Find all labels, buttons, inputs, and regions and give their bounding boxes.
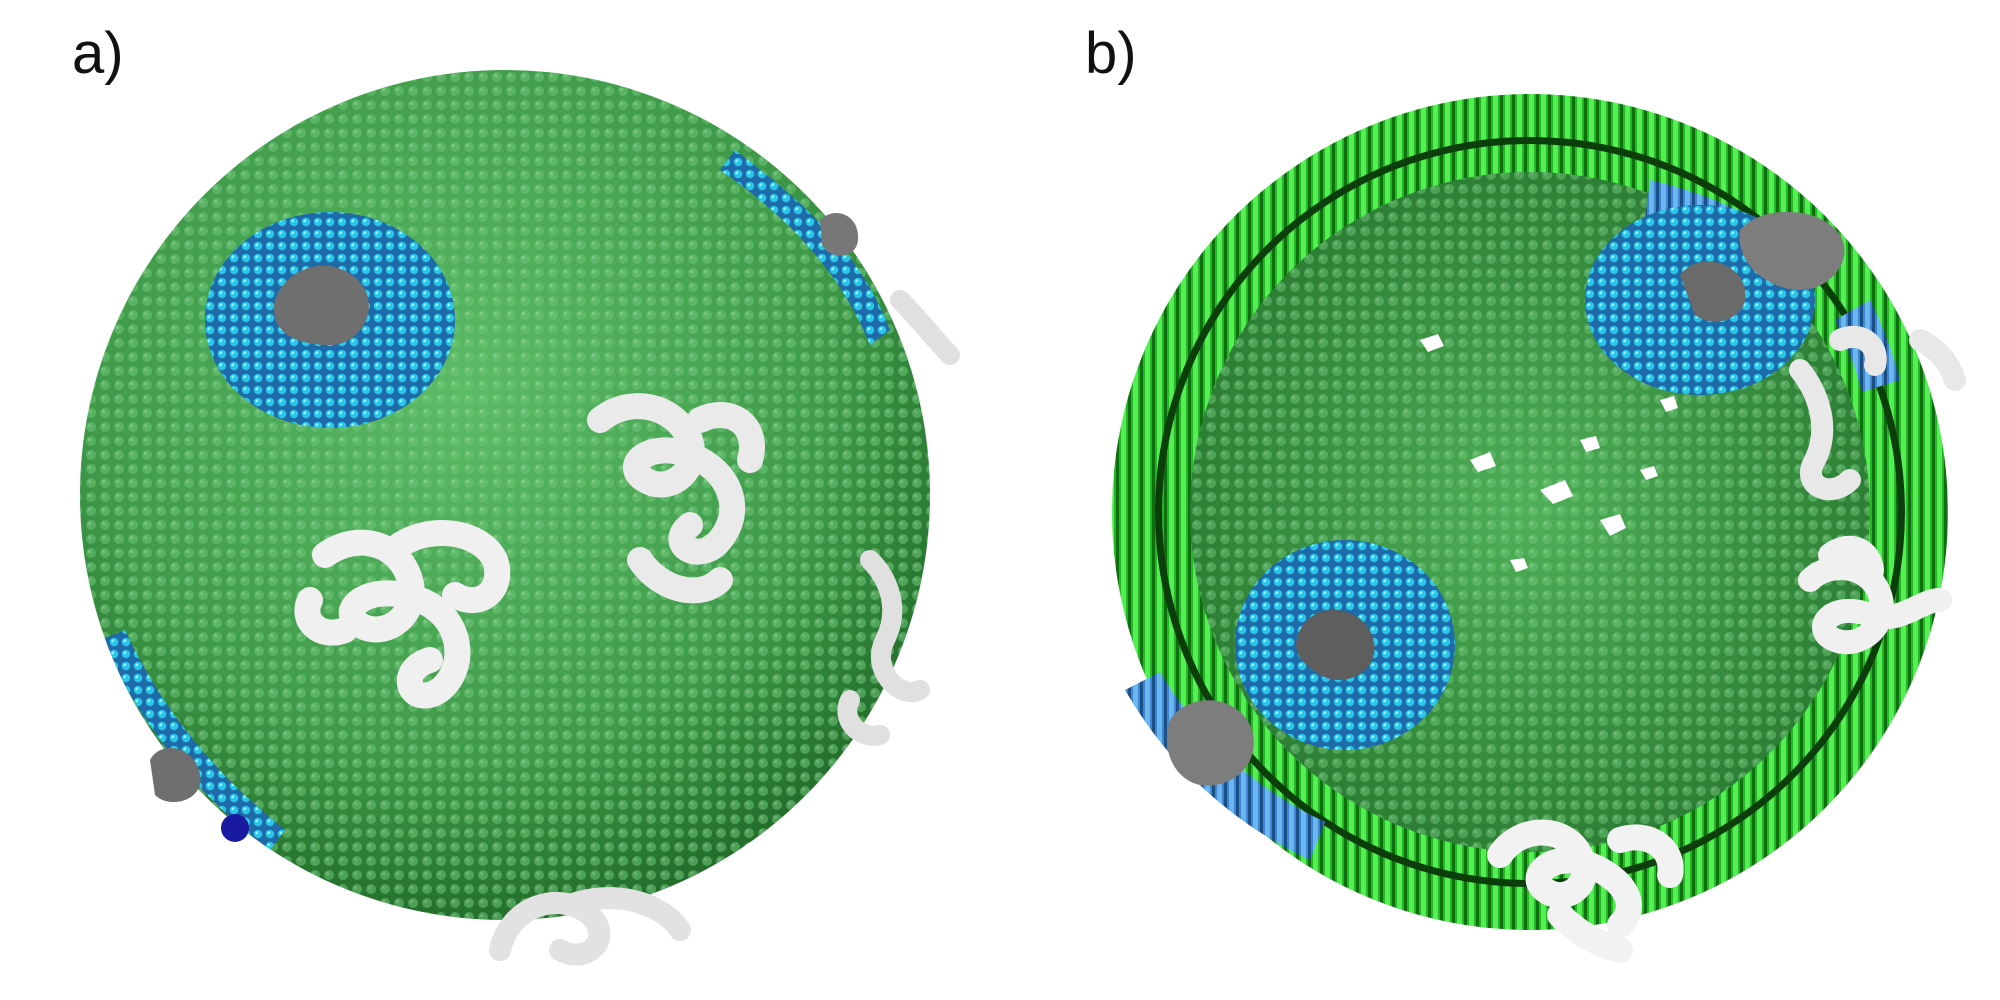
protein-gray-ring-upper	[1739, 211, 1845, 290]
protein-white-cluster-1	[294, 520, 511, 709]
navy-bead	[221, 814, 249, 842]
protein-white-cluster-2	[587, 393, 765, 604]
vesicle-a	[80, 70, 960, 966]
protein-gray-interior-upper	[1680, 261, 1746, 322]
panel-label-b: b)	[1085, 21, 1137, 86]
domain-band-lower-left	[100, 630, 285, 850]
protein-gray-ring-lower	[1166, 700, 1254, 786]
interior-gaps	[1420, 334, 1678, 572]
protein-white-bottom	[489, 887, 691, 966]
panel-label-a: a)	[72, 21, 124, 86]
protein-white-right-edge	[837, 290, 960, 746]
protein-gray-interior	[1296, 609, 1375, 681]
protein-white-ring-right-lower	[1798, 535, 1952, 655]
domain-band-upper-right	[720, 150, 890, 345]
vesicle-b	[1112, 94, 1966, 963]
protein-gray-upper-right	[820, 212, 859, 256]
protein-white-ring-bottom	[1487, 819, 1684, 963]
protein-white-ring-right	[1789, 325, 1966, 501]
protein-gray-edge	[150, 748, 201, 803]
protein-gray	[274, 265, 369, 345]
